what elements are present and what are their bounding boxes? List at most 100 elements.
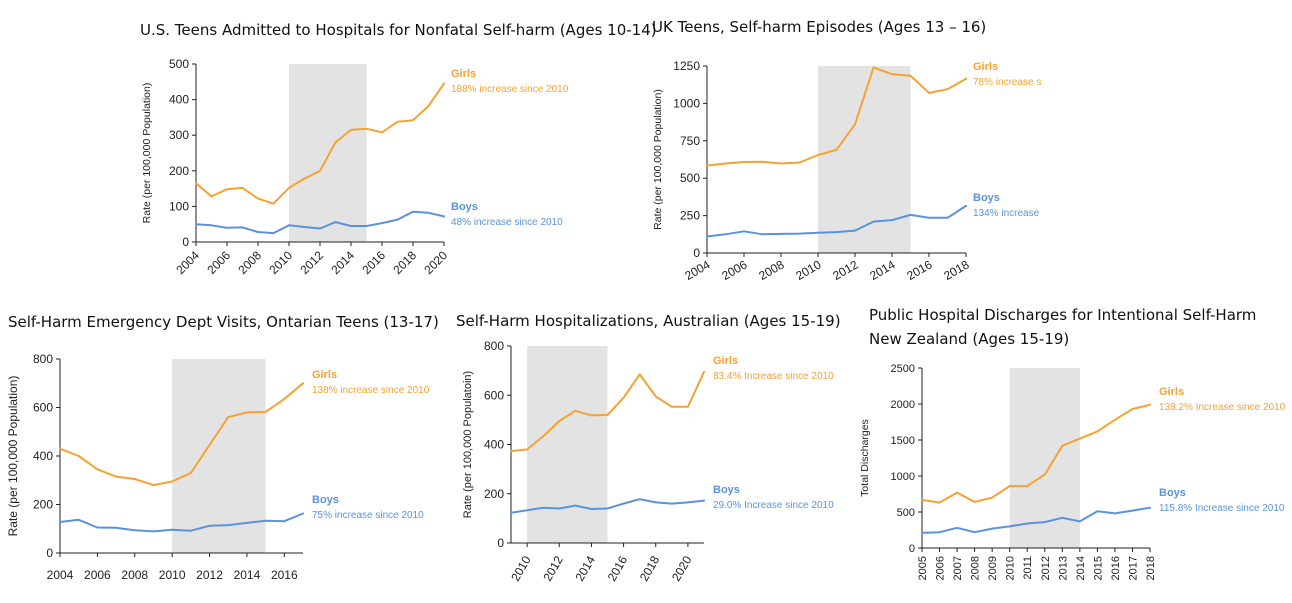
- y-tick-label: 2000: [891, 399, 915, 411]
- data-point: [780, 162, 782, 165]
- data-point: [241, 186, 244, 189]
- data-point: [687, 405, 689, 408]
- data-point: [303, 226, 306, 228]
- data-point: [854, 123, 856, 126]
- highlight-band: [1009, 368, 1080, 548]
- data-point: [283, 520, 286, 523]
- data-point: [189, 529, 192, 532]
- data-point: [835, 231, 838, 233]
- x-tick-label: 2006: [84, 568, 111, 582]
- data-point: [1026, 485, 1029, 487]
- data-point: [1114, 418, 1116, 421]
- data-point: [152, 530, 155, 533]
- data-point: [928, 92, 930, 94]
- data-point: [526, 448, 528, 451]
- data-point: [817, 231, 819, 234]
- x-tick-label: 2016: [271, 568, 298, 582]
- data-point: [396, 218, 399, 221]
- chart-title: Self-Harm Emergency Dept Visits, Ontaria…: [8, 313, 439, 331]
- data-point: [590, 414, 593, 417]
- data-point: [272, 202, 275, 205]
- chart-title: Self-Harm Hospitalizations, Australian (…: [456, 312, 841, 330]
- data-point: [350, 128, 352, 131]
- data-point: [687, 501, 689, 504]
- data-point: [622, 502, 625, 505]
- chart-title: Public Hospital Discharges for Intention…: [869, 306, 1256, 324]
- data-point: [115, 475, 117, 478]
- data-point: [780, 232, 782, 235]
- data-point: [574, 409, 577, 412]
- series-note-label: 138.2% Increase since 2010: [1159, 402, 1286, 413]
- x-tick-label: 2010: [508, 553, 534, 583]
- data-point: [542, 435, 545, 438]
- series-name-label: Boys: [1159, 487, 1186, 499]
- data-point: [264, 519, 267, 522]
- data-point: [396, 120, 399, 123]
- series-note-label: 83.4% Increase since 2010: [713, 371, 834, 382]
- data-point: [638, 373, 641, 376]
- x-tick-label: 2018: [941, 257, 971, 283]
- data-point: [443, 82, 445, 85]
- x-tick-label: 2007: [952, 556, 964, 580]
- x-tick-label: 2004: [682, 257, 712, 283]
- series-note-label: 48% increase since 2010: [451, 217, 563, 228]
- data-point: [412, 119, 414, 122]
- y-tick-label: 500: [169, 57, 189, 71]
- series-line-boys: [921, 506, 1151, 534]
- data-point: [965, 204, 967, 207]
- series-name-label: Boys: [973, 192, 1000, 204]
- data-point: [210, 224, 213, 227]
- series-line-girls: [59, 382, 304, 487]
- data-point: [743, 230, 745, 233]
- y-tick-label: 500: [897, 507, 915, 519]
- data-point: [195, 223, 197, 226]
- x-tick-label: 2016: [904, 257, 934, 283]
- series-name-label: Boys: [713, 484, 740, 496]
- data-point: [246, 522, 248, 524]
- y-tick-label: 1500: [891, 435, 915, 447]
- x-tick-label: 2004: [173, 248, 202, 277]
- data-point: [798, 161, 801, 164]
- chart-title: U.S. Teens Admitted to Hospitals for Non…: [140, 21, 657, 39]
- data-point: [1149, 506, 1151, 509]
- series-note-label: 138% increase since 2010: [312, 385, 430, 396]
- data-point: [1061, 516, 1064, 519]
- series-line-girls: [921, 403, 1151, 504]
- data-point: [706, 164, 708, 167]
- data-point: [1061, 444, 1064, 447]
- data-point: [622, 396, 625, 399]
- data-point: [302, 382, 304, 385]
- data-point: [241, 226, 244, 229]
- x-tick-label: 2006: [719, 257, 749, 283]
- series-note-label: 134% increase: [973, 208, 1040, 219]
- data-point: [412, 210, 414, 213]
- x-tick-label: 2008: [970, 556, 982, 580]
- y-axis-label: Total Discharges: [859, 419, 871, 497]
- data-point: [152, 484, 155, 486]
- x-tick-label: 2018: [1145, 556, 1157, 580]
- data-point: [350, 225, 352, 227]
- data-point: [210, 195, 213, 198]
- x-tick-label: 2006: [204, 248, 233, 277]
- series-note-label: 75% increase since 2010: [312, 510, 424, 521]
- data-point: [303, 177, 306, 180]
- data-point: [381, 222, 383, 225]
- data-point: [272, 232, 275, 235]
- x-tick-label: 2014: [234, 568, 261, 582]
- x-tick-label: 2015: [1092, 556, 1104, 580]
- data-point: [798, 232, 801, 235]
- data-point: [1026, 522, 1029, 525]
- data-point: [872, 66, 875, 69]
- data-point: [1008, 485, 1011, 487]
- chart-panel: Public Hospital Discharges for Intention…: [859, 306, 1286, 580]
- data-point: [574, 504, 577, 507]
- data-point: [1131, 509, 1134, 512]
- data-point: [542, 506, 545, 509]
- data-point: [208, 444, 211, 446]
- data-point: [115, 526, 117, 529]
- x-tick-label: 2014: [573, 553, 599, 583]
- x-tick-label: 2017: [1127, 556, 1139, 580]
- x-tick-label: 2011: [1022, 556, 1034, 580]
- x-tick-label: 2014: [867, 257, 897, 283]
- x-tick-label: 2010: [266, 248, 295, 277]
